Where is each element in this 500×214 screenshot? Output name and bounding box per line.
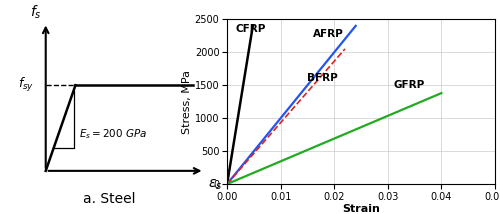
Text: $E_s= 200\ GPa$: $E_s= 200\ GPa$ [80, 128, 148, 141]
Text: $\varepsilon_s$: $\varepsilon_s$ [208, 177, 223, 192]
Text: GFRP: GFRP [393, 80, 424, 90]
X-axis label: Strain: Strain [342, 204, 380, 214]
Text: CFRP: CFRP [235, 24, 266, 34]
Text: a. Steel: a. Steel [83, 192, 136, 206]
Text: BFRP: BFRP [308, 73, 338, 83]
Y-axis label: Stress, MPa: Stress, MPa [182, 70, 192, 134]
Text: AFRP: AFRP [313, 29, 344, 39]
Text: $f_{sy}$: $f_{sy}$ [18, 76, 34, 94]
Text: $f_s$: $f_s$ [30, 3, 42, 21]
